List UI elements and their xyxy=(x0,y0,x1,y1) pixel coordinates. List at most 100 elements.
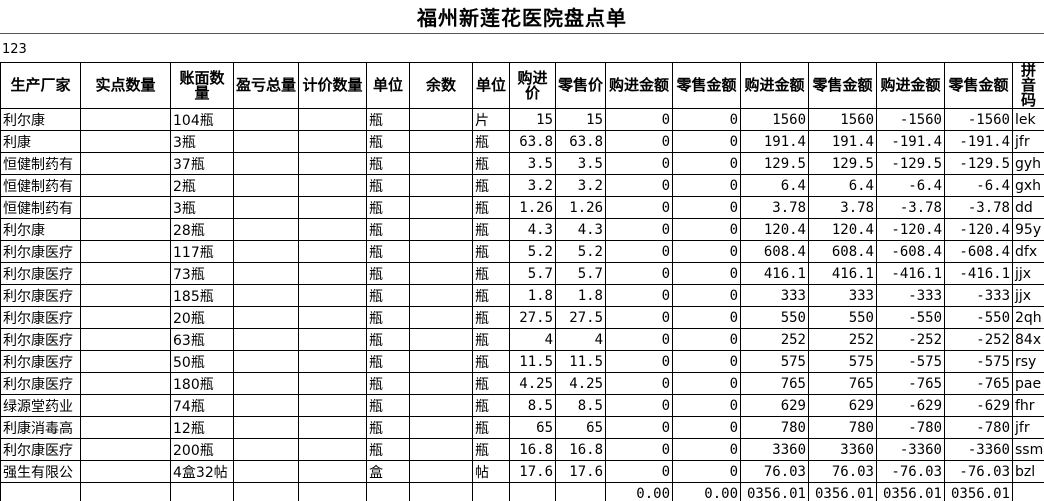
table-cell: 利尔康医疗 xyxy=(0,438,81,461)
table-cell: 0 xyxy=(605,240,673,263)
table-cell: 0.00 xyxy=(672,482,741,501)
table-cell: 3.78 xyxy=(808,196,877,219)
table-cell: 3360 xyxy=(740,438,809,461)
column-header: 单位 xyxy=(366,62,410,109)
table-cell xyxy=(409,240,473,263)
table-cell: 4 xyxy=(555,328,606,351)
table-cell: 4 xyxy=(509,328,556,351)
table-cell xyxy=(298,284,367,307)
table-cell xyxy=(233,372,299,395)
table-cell: -6.4 xyxy=(944,174,1013,197)
table-cell xyxy=(233,130,299,153)
table-cell: 0 xyxy=(605,328,673,351)
table-cell: 瓶 xyxy=(366,108,410,131)
table-cell: 129.5 xyxy=(740,152,809,175)
table-cell: 252 xyxy=(808,328,877,351)
table-cell xyxy=(80,196,171,219)
column-header: 零售金额 xyxy=(672,62,741,109)
table-cell: 28瓶 xyxy=(170,218,234,241)
table-cell: 84x xyxy=(1012,328,1044,351)
table-row: 利康 3瓶瓶瓶 63.8 63.8 0 0 191.4 191.4 -191.4 -191.4 jf… xyxy=(0,130,1044,153)
table-cell: 0 xyxy=(605,262,673,285)
table-cell: pae xyxy=(1012,372,1044,395)
table-cell: 5.2 xyxy=(555,240,606,263)
table-cell: 0 xyxy=(672,394,741,417)
table-cell: 416.1 xyxy=(808,262,877,285)
table-cell: -629 xyxy=(944,394,1013,417)
table-cell: 利尔康医疗 xyxy=(0,284,81,307)
table-cell: 瓶 xyxy=(472,416,510,439)
table-cell: 瓶 xyxy=(472,240,510,263)
table-cell: 575 xyxy=(740,350,809,373)
table-cell xyxy=(555,482,606,501)
table-cell: 185瓶 xyxy=(170,284,234,307)
table-cell: 0 xyxy=(672,438,741,461)
table-cell: 瓶 xyxy=(472,130,510,153)
table-cell: 129.5 xyxy=(808,152,877,175)
table-cell: 瓶 xyxy=(472,174,510,197)
table-cell xyxy=(409,350,473,373)
table-cell: -3.78 xyxy=(876,196,945,219)
table-cell xyxy=(80,350,171,373)
table-row: 利尔康医疗 50瓶瓶瓶 11.5 11.5 0 0 575 575 -575 -575 rsy xyxy=(0,350,1044,373)
table-cell xyxy=(409,196,473,219)
table-row: 利尔康医疗 185瓶瓶瓶 1.8 1.8 0 0 333 333 -333 -333 jjx xyxy=(0,284,1044,307)
table-cell: -608.4 xyxy=(876,240,945,263)
table-cell: 95y xyxy=(1012,218,1044,241)
table-cell xyxy=(170,482,234,501)
table-row: 利尔康医疗 73瓶瓶瓶 5.7 5.7 0 0 416.1 416.1 -416.1 -416.1… xyxy=(0,262,1044,285)
table-cell xyxy=(472,482,510,501)
table-cell: 2qh xyxy=(1012,306,1044,329)
column-header: 零售金额 xyxy=(944,62,1013,109)
table-cell: 2瓶 xyxy=(170,174,234,197)
table-cell: 0 xyxy=(672,196,741,219)
table-cell: 恒健制药有 xyxy=(0,174,81,197)
table-cell: fhr xyxy=(1012,394,1044,417)
table-cell: 0 xyxy=(605,306,673,329)
table-cell: -575 xyxy=(944,350,1013,373)
table-cell: 瓶 xyxy=(366,196,410,219)
table-cell xyxy=(80,306,171,329)
table-cell: lek xyxy=(1012,108,1044,131)
table-cell: 73瓶 xyxy=(170,262,234,285)
table-cell: 强生有限公 xyxy=(0,460,81,483)
table-row: 0.00 0.00 0356.01 0356.01 0356.01 0356.01 xyxy=(0,482,1044,501)
table-cell xyxy=(409,284,473,307)
table-cell: 瓶 xyxy=(472,438,510,461)
table-cell: 1560 xyxy=(808,108,877,131)
table-cell xyxy=(233,152,299,175)
table-cell: 瓶 xyxy=(472,328,510,351)
table-cell: 瓶 xyxy=(472,350,510,373)
table-row: 利尔康医疗 63瓶瓶瓶 4 4 0 0 252 252 -252 -252 84x xyxy=(0,328,1044,351)
table-cell: 550 xyxy=(740,306,809,329)
table-cell xyxy=(233,262,299,285)
table-cell xyxy=(80,262,171,285)
table-cell xyxy=(298,306,367,329)
table-cell: -6.4 xyxy=(876,174,945,197)
table-cell xyxy=(409,174,473,197)
table-cell: ssm xyxy=(1012,438,1044,461)
table-cell: 16.8 xyxy=(555,438,606,461)
table-cell: 16.8 xyxy=(509,438,556,461)
table-cell: -416.1 xyxy=(876,262,945,285)
table-cell xyxy=(409,460,473,483)
table-cell xyxy=(298,482,367,501)
table-cell: 0 xyxy=(672,152,741,175)
table-cell xyxy=(409,394,473,417)
table-cell xyxy=(233,460,299,483)
table-cell: 瓶 xyxy=(366,372,410,395)
table-cell xyxy=(298,152,367,175)
table-cell xyxy=(233,328,299,351)
table-row: 利尔康医疗 117瓶瓶瓶 5.2 5.2 0 0 608.4 608.4 -608.4 -608.… xyxy=(0,240,1044,263)
table-cell: 550 xyxy=(808,306,877,329)
table-cell: 利尔康医疗 xyxy=(0,306,81,329)
table-cell: -765 xyxy=(876,372,945,395)
table-cell: 0 xyxy=(605,152,673,175)
table-cell xyxy=(409,108,473,131)
table-cell: 63瓶 xyxy=(170,328,234,351)
table-cell: 瓶 xyxy=(472,152,510,175)
column-header: 生产厂家 xyxy=(0,62,81,109)
table-cell: 76.03 xyxy=(740,460,809,483)
table-cell: 0 xyxy=(672,328,741,351)
table-cell xyxy=(409,438,473,461)
